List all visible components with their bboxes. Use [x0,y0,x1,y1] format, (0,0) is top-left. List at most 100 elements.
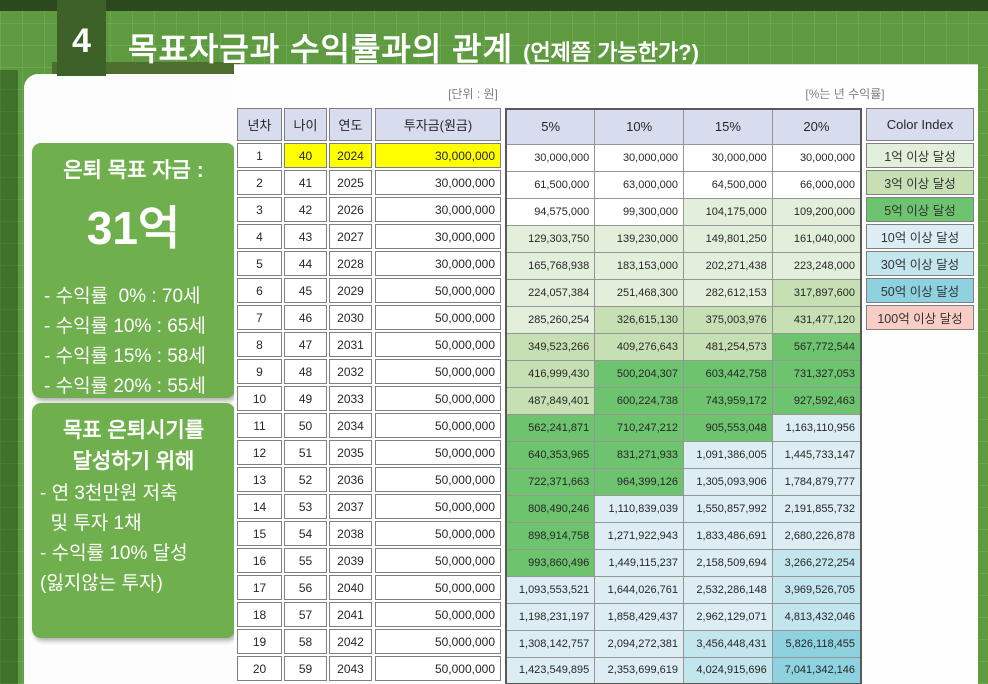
color-index-cell: 1억 이상 달성 [866,143,974,168]
value-cell: 285,260,254 [505,305,596,334]
value-cell: 282,612,153 [683,278,773,307]
table-panel: [단위 : 원] [%는 년 수익률] 년차 나이 연도 1 40 2024 2 41 2025… [234,64,978,684]
rate-column-header: 10% [594,108,684,145]
year-no-cell: 13 [237,467,282,492]
goal-title: 은퇴 목표 자금 : [63,159,204,182]
age-cell: 45 [284,278,327,303]
year-no-cell: 5 [237,251,282,276]
age-cell: 54 [284,521,327,546]
value-cell: 317,897,600 [771,278,862,307]
value-cell: 562,241,871 [505,413,596,442]
goal-return-line: - 수익률 15% : 58세 [44,346,206,367]
year-no-cell: 15 [237,521,282,546]
table-row: 640,353,965 831,271,933 1,091,386,005 1,445… [505,440,862,469]
rate-column-header: 20% [771,108,862,145]
table-row: 129,303,750 139,230,000 149,801,250 161,040… [505,224,862,253]
year-cell: 2031 [329,332,372,357]
value-cell: 349,523,266 [505,332,596,361]
rate-column-header: 5% [505,108,596,145]
age-cell: 40 [284,143,327,168]
year-cell: 2032 [329,359,372,384]
page-title: 목표자금과 수익률과의 관계 [128,31,514,67]
age-cell: 51 [284,440,327,465]
value-cell: 808,490,246 [505,494,596,523]
age-cell: 58 [284,629,327,654]
value-cell: 743,959,172 [683,386,773,415]
value-cell: 1,445,733,147 [771,440,862,469]
value-cell: 99,300,000 [594,197,684,226]
year-cell: 2028 [329,251,372,276]
year-age-grid: 년차 나이 연도 1 40 2024 2 41 2025 3 42 2026 4 43 2027 5 44 202… [237,108,372,681]
value-cell: 1,198,231,197 [505,602,596,631]
retirement-goal-box: 은퇴 목표 자금 : 31억 - 수익률 0% : 70세 - 수익률 10% … [32,143,235,398]
table-row: 898,914,758 1,271,922,943 1,833,486,691 2,6… [505,521,862,550]
age-cell: 53 [284,494,327,519]
value-cell: 2,094,272,381 [594,629,684,658]
value-cell: 1,093,553,521 [505,575,596,604]
principal-grid: 투자금(원금) 30,000,000 30,000,000 30,000,000 30,… [375,108,501,681]
value-cell: 481,254,573 [683,332,773,361]
page-subtitle: (언제쯤 가능한가?) [523,40,699,65]
age-cell: 49 [284,386,327,411]
principal-cell: 50,000,000 [375,386,501,411]
age-cell: 55 [284,548,327,573]
age-cell: 59 [284,656,327,681]
year-cell: 2035 [329,440,372,465]
year-cell: 2042 [329,629,372,654]
value-cell: 61,500,000 [505,170,596,199]
sidebar-card: 은퇴 목표 자금 : 31억 - 수익률 0% : 70세 - 수익률 10% … [24,74,238,684]
column-header: 나이 [284,108,327,141]
value-cell: 2,158,509,694 [683,548,773,577]
principal-cell: 50,000,000 [375,440,501,465]
principal-cell: 50,000,000 [375,332,501,357]
goal-amount: 31억 [86,202,181,254]
slide-number-box: 4 [57,0,106,76]
returns-table-header: 5% 10% 15% 20% [505,108,862,145]
value-cell: 898,914,758 [505,521,596,550]
principal-cell: 50,000,000 [375,413,501,438]
value-cell: 1,858,429,437 [594,602,684,631]
year-cell: 2024 [329,143,372,168]
value-cell: 129,303,750 [505,224,596,253]
value-cell: 993,860,496 [505,548,596,577]
year-no-cell: 12 [237,440,282,465]
age-cell: 56 [284,575,327,600]
age-cell: 47 [284,332,327,357]
value-cell: 30,000,000 [771,143,862,172]
year-cell: 2040 [329,575,372,600]
year-no-cell: 10 [237,386,282,411]
value-cell: 1,308,142,757 [505,629,596,658]
value-cell: 416,999,430 [505,359,596,388]
value-cell: 2,532,286,148 [683,575,773,604]
value-cell: 1,550,857,992 [683,494,773,523]
year-no-cell: 18 [237,602,282,627]
left-border-strip [0,70,18,684]
table-row: 349,523,266 409,276,643 481,254,573 567,772… [505,332,862,361]
table-row: 30,000,000 30,000,000 30,000,000 30,000,000 [505,143,862,172]
table-row: 285,260,254 326,615,130 375,003,976 431,477… [505,305,862,334]
principal-cell: 50,000,000 [375,629,501,654]
value-cell: 2,962,129,071 [683,602,773,631]
value-cell: 183,153,000 [594,251,684,280]
principal-cell: 30,000,000 [375,143,501,168]
age-cell: 42 [284,197,327,222]
year-no-cell: 3 [237,197,282,222]
unit-label: [단위 : 원] [448,87,498,101]
year-cell: 2029 [329,278,372,303]
value-cell: 1,833,486,691 [683,521,773,550]
plan-title-line1: 목표 은퇴시기를 [62,419,205,442]
principal-cell: 50,000,000 [375,494,501,519]
principal-cell: 50,000,000 [375,521,501,546]
table-row: 416,999,430 500,204,307 603,442,758 731,327… [505,359,862,388]
value-cell: 224,057,384 [505,278,596,307]
age-cell: 48 [284,359,327,384]
year-no-cell: 20 [237,656,282,681]
year-no-cell: 17 [237,575,282,600]
value-cell: 66,000,000 [771,170,862,199]
color-index-cell: 5억 이상 달성 [866,197,974,222]
table-row: 1,308,142,757 2,094,272,381 3,456,448,431 5… [505,629,862,658]
table-row: 94,575,000 99,300,000 104,175,000 109,200,0… [505,197,862,226]
age-cell: 41 [284,170,327,195]
value-cell: 375,003,976 [683,305,773,334]
value-cell: 600,224,738 [594,386,684,415]
